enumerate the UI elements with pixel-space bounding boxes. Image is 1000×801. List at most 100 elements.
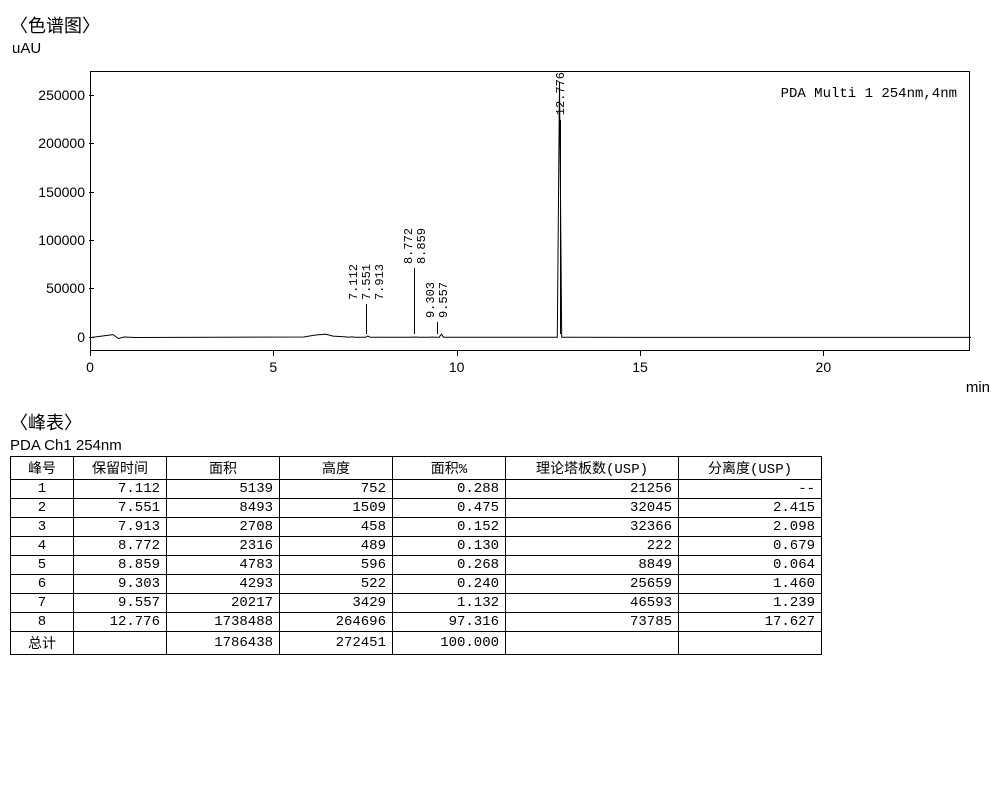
peak-rt-label: 8.859 (415, 228, 429, 264)
cell: 1509 (280, 499, 393, 518)
y-tick (89, 143, 94, 144)
cell: 222 (506, 537, 679, 556)
cell: 2708 (167, 518, 280, 537)
table-row: 812.776173848826469697.3167378517.627 (11, 613, 822, 632)
cell: 8.859 (74, 556, 167, 575)
cell: 5 (11, 556, 74, 575)
cell: 21256 (506, 480, 679, 499)
x-tick (457, 351, 458, 356)
cell: 1738488 (167, 613, 280, 632)
y-tick-label: 250000 (30, 87, 85, 103)
x-tick (90, 351, 91, 356)
cell: 32045 (506, 499, 679, 518)
y-tick-label: 100000 (30, 232, 85, 248)
table-row: 69.30342935220.240256591.460 (11, 575, 822, 594)
x-tick (273, 351, 274, 356)
table-row: 58.85947835960.26888490.064 (11, 556, 822, 575)
cell: 522 (280, 575, 393, 594)
col-header: 峰号 (11, 457, 74, 480)
cell: 7.112 (74, 480, 167, 499)
x-unit-label: min (966, 379, 990, 396)
cell: 752 (280, 480, 393, 499)
cell (506, 632, 679, 655)
y-tick-label: 50000 (30, 280, 85, 296)
cell: 2.098 (679, 518, 822, 537)
plot-area: PDA Multi 1 254nm,4nm7.1127.5517.9138.77… (90, 71, 970, 351)
cell: 32366 (506, 518, 679, 537)
cell: 2316 (167, 537, 280, 556)
x-tick (640, 351, 641, 356)
peak-rt-label: 8.772 (402, 228, 416, 264)
peak-rt-label: 7.112 (347, 264, 361, 300)
col-header: 高度 (280, 457, 393, 480)
cell: 0.130 (393, 537, 506, 556)
cell (74, 632, 167, 655)
cell: 272451 (280, 632, 393, 655)
cell: 9.557 (74, 594, 167, 613)
y-tick (89, 192, 94, 193)
cell: -- (679, 480, 822, 499)
col-header: 面积 (167, 457, 280, 480)
chromatogram-trace (91, 72, 971, 352)
cell: 3 (11, 518, 74, 537)
cell: 458 (280, 518, 393, 537)
chromatogram-title: 〈色谱图〉 (10, 12, 990, 38)
cell: 20217 (167, 594, 280, 613)
y-tick-label: 200000 (30, 135, 85, 151)
x-tick-label: 0 (80, 359, 100, 375)
cell: 596 (280, 556, 393, 575)
peak-table: 峰号保留时间面积高度面积%理论塔板数(USP)分离度(USP)17.112513… (10, 456, 822, 655)
table-row: 17.11251397520.28821256-- (11, 480, 822, 499)
chromatogram-chart: PDA Multi 1 254nm,4nm7.1127.5517.9138.77… (30, 61, 990, 401)
peak-rt-label: 12.776 (554, 72, 568, 115)
cell: 7.551 (74, 499, 167, 518)
cell: 5139 (167, 480, 280, 499)
channel-label: PDA Ch1 254nm (10, 437, 990, 454)
y-tick (89, 240, 94, 241)
x-tick-label: 20 (813, 359, 833, 375)
cell: 8 (11, 613, 74, 632)
cell: 97.316 (393, 613, 506, 632)
cell: 4 (11, 537, 74, 556)
table-row: 79.5572021734291.132465931.239 (11, 594, 822, 613)
cell: 2.415 (679, 499, 822, 518)
x-tick-label: 15 (630, 359, 650, 375)
peak-table-title: 〈峰表〉 (10, 409, 990, 435)
cell: 0.152 (393, 518, 506, 537)
cell: 0.064 (679, 556, 822, 575)
peak-rt-label: 7.551 (360, 264, 374, 300)
peak-label-tick (560, 120, 561, 334)
cell: 0.288 (393, 480, 506, 499)
cell: 0.679 (679, 537, 822, 556)
col-header: 保留时间 (74, 457, 167, 480)
cell: 73785 (506, 613, 679, 632)
cell: 0.268 (393, 556, 506, 575)
cell: 7 (11, 594, 74, 613)
cell: 1.239 (679, 594, 822, 613)
y-tick (89, 288, 94, 289)
cell: 0.475 (393, 499, 506, 518)
table-row: 37.91327084580.152323662.098 (11, 518, 822, 537)
peak-label-tick (437, 322, 438, 334)
cell: 8493 (167, 499, 280, 518)
y-tick (89, 337, 94, 338)
cell: 7.913 (74, 518, 167, 537)
cell: 100.000 (393, 632, 506, 655)
cell: 1.460 (679, 575, 822, 594)
cell: 9.303 (74, 575, 167, 594)
cell: 264696 (280, 613, 393, 632)
cell: 总计 (11, 632, 74, 655)
x-tick (823, 351, 824, 356)
cell: 4293 (167, 575, 280, 594)
cell: 12.776 (74, 613, 167, 632)
cell: 3429 (280, 594, 393, 613)
cell: 489 (280, 537, 393, 556)
cell: 1 (11, 480, 74, 499)
y-tick-label: 150000 (30, 184, 85, 200)
table-row: 27.551849315090.475320452.415 (11, 499, 822, 518)
peak-label-tick (414, 268, 415, 334)
cell: 1786438 (167, 632, 280, 655)
table-total-row: 总计 1786438272451100.000 (11, 632, 822, 655)
cell: 4783 (167, 556, 280, 575)
table-header-row: 峰号保留时间面积高度面积%理论塔板数(USP)分离度(USP) (11, 457, 822, 480)
